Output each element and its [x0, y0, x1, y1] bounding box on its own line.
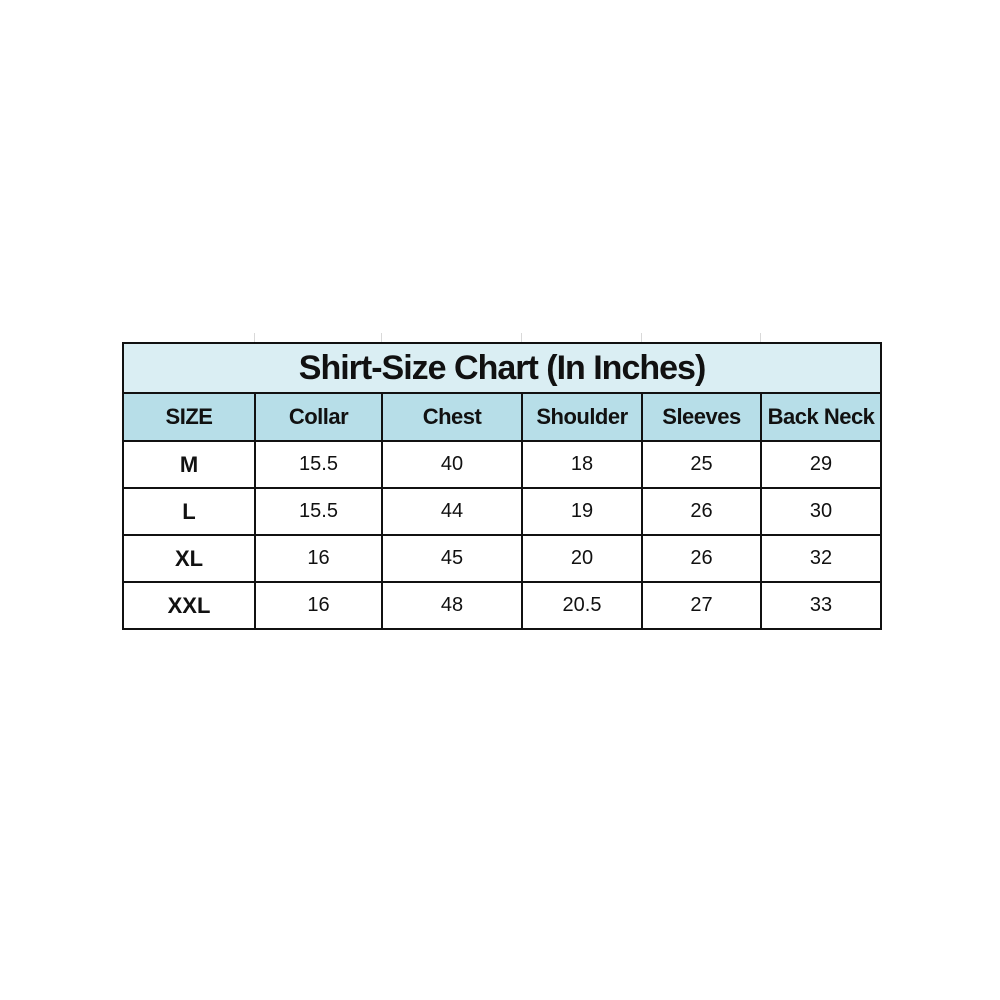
header-sleeves: Sleeves [641, 392, 762, 442]
value-cell: 40 [381, 440, 523, 489]
value-cell: 48 [381, 581, 523, 630]
size-cell: XL [122, 534, 256, 583]
value-cell: 15.5 [254, 487, 383, 536]
gridline [254, 333, 255, 343]
chart-title: Shirt-Size Chart (In Inches) [121, 342, 883, 394]
gridline [521, 333, 522, 343]
value-cell: 26 [641, 487, 762, 536]
header-back-neck: Back Neck [759, 392, 883, 442]
value-cell: 29 [759, 440, 883, 489]
value-cell: 25 [641, 440, 762, 489]
value-cell: 16 [254, 581, 383, 630]
header-size: SIZE [122, 392, 256, 442]
value-cell: 32 [759, 534, 883, 583]
gridline [381, 333, 382, 343]
value-cell: 26 [641, 534, 762, 583]
size-cell: XXL [122, 581, 256, 630]
gridline [760, 333, 761, 343]
size-chart-table: Shirt-Size Chart (In Inches) SIZE Collar… [121, 342, 883, 630]
header-row: SIZE Collar Chest Shoulder Sleeves Back … [122, 392, 883, 442]
size-cell: M [122, 440, 256, 489]
value-cell: 45 [381, 534, 523, 583]
size-cell: L [122, 487, 256, 536]
table-row: XL 16 45 20 26 32 [122, 534, 883, 583]
table-row: L 15.5 44 19 26 30 [122, 487, 883, 536]
header-collar: Collar [254, 392, 383, 442]
value-cell: 33 [759, 581, 883, 630]
value-cell: 19 [521, 487, 643, 536]
value-cell: 15.5 [254, 440, 383, 489]
header-shoulder: Shoulder [521, 392, 643, 442]
value-cell: 16 [254, 534, 383, 583]
gridline [641, 333, 642, 343]
value-cell: 18 [521, 440, 643, 489]
table-row: XXL 16 48 20.5 27 33 [122, 581, 883, 630]
table-row: M 15.5 40 18 25 29 [122, 440, 883, 489]
value-cell: 20 [521, 534, 643, 583]
value-cell: 27 [641, 581, 762, 630]
value-cell: 44 [381, 487, 523, 536]
header-chest: Chest [381, 392, 523, 442]
value-cell: 30 [759, 487, 883, 536]
value-cell: 20.5 [521, 581, 643, 630]
